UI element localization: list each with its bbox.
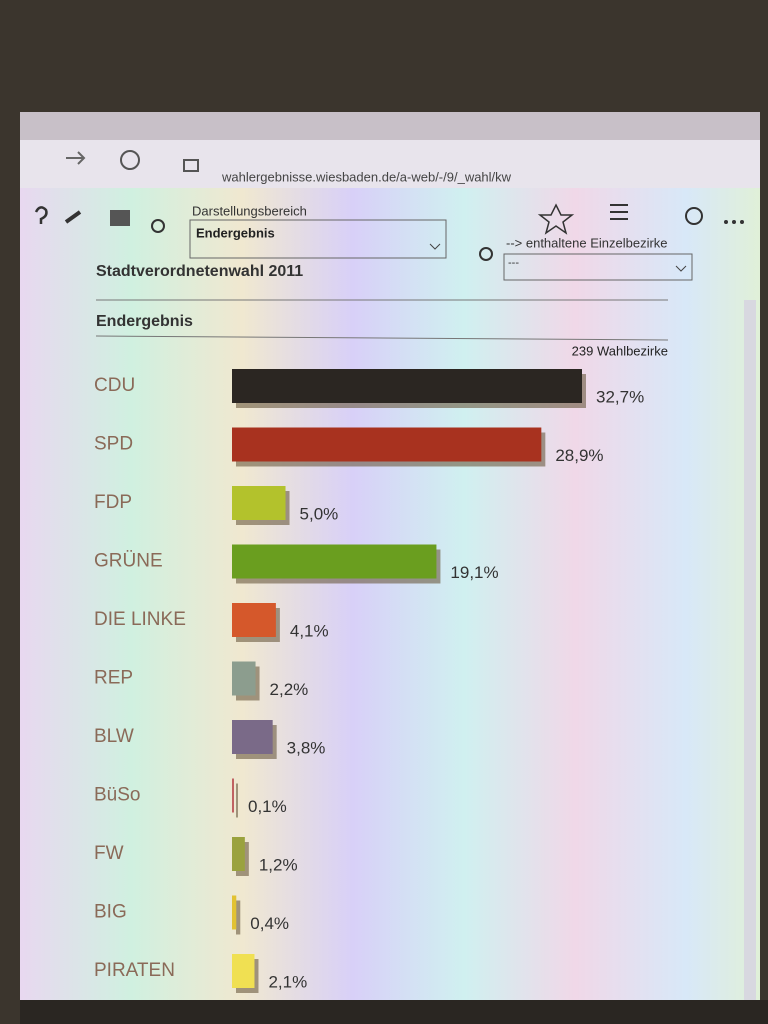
bar: [232, 544, 437, 579]
scrollbar[interactable]: [744, 300, 756, 1000]
tab-strip: [20, 112, 760, 140]
value-label: 1,2%: [259, 855, 298, 874]
bar-chart: CDU 32,7% SPD 28,9% FDP 5,0% GRÜNE 19,1% DIE LIN…: [94, 369, 644, 993]
value-label: 2,2%: [270, 680, 309, 699]
value-label: 3,8%: [287, 738, 326, 757]
forward-button[interactable]: [66, 151, 86, 165]
value-label: 32,7%: [596, 387, 644, 406]
category-label: BIG: [94, 902, 127, 923]
bar: [232, 427, 542, 462]
category-label: BLW: [94, 726, 134, 747]
category-label: CDU: [94, 375, 135, 396]
more-dot: [732, 220, 736, 224]
bar: [232, 369, 582, 403]
value-label: 19,1%: [450, 563, 498, 582]
bar: [232, 720, 273, 754]
bar: [232, 837, 245, 871]
category-label: PIRATEN: [94, 960, 175, 981]
url[interactable]: wahlergebnisse.wiesbaden.de/a-web/-/9/_w…: [221, 169, 512, 184]
search-button[interactable]: [479, 247, 493, 261]
value-label: 5,0%: [300, 504, 339, 523]
taskbar: [20, 1000, 768, 1024]
range-value: Endergebnis: [196, 225, 275, 240]
value-label: 4,1%: [290, 621, 329, 640]
range-label: Darstellungsbereich: [192, 203, 307, 218]
category-label: DIE LINKE: [94, 609, 186, 630]
select-arrow: [675, 265, 687, 272]
bar-shadow: [236, 783, 238, 818]
more-button[interactable]: [724, 220, 728, 224]
select-arrow: [429, 243, 441, 250]
districts-select[interactable]: [503, 253, 693, 281]
category-label: GRÜNE: [94, 551, 163, 572]
bar: [232, 954, 255, 988]
feedback-button[interactable]: [685, 207, 703, 225]
value-label: 2,1%: [268, 972, 307, 991]
help-button[interactable]: [34, 206, 48, 224]
districts-label: --> enthaltene Einzelbezirke: [506, 235, 668, 250]
more-dot: [740, 220, 744, 224]
category-label: SPD: [94, 434, 133, 455]
value-label: 0,4%: [250, 914, 289, 933]
districts-value: ---: [508, 257, 519, 269]
reload-page-button[interactable]: [151, 219, 165, 233]
district-count: 239 Wahlbezirke: [572, 343, 668, 358]
page-title: Stadtverordnetenwahl 2011: [96, 263, 303, 280]
bar: [232, 895, 237, 930]
refresh-button[interactable]: [120, 150, 140, 170]
address-bar: [20, 140, 760, 188]
settings-button[interactable]: [64, 210, 82, 224]
category-label: REP: [94, 668, 133, 689]
bar: [232, 778, 234, 813]
value-label: 28,9%: [555, 446, 603, 465]
category-label: BüSo: [94, 785, 140, 806]
category-label: FDP: [94, 492, 132, 513]
page-subtitle: Endergebnis: [96, 313, 193, 330]
bar: [232, 486, 286, 520]
bar-shadow: [236, 900, 241, 935]
divider: [95, 335, 669, 341]
print-button[interactable]: [110, 210, 130, 226]
lock-icon: [183, 159, 199, 172]
bar: [232, 603, 276, 637]
category-label: FW: [94, 843, 124, 864]
favorite-button[interactable]: [537, 203, 575, 235]
value-label: 0,1%: [248, 797, 287, 816]
hub-button[interactable]: [610, 204, 628, 220]
range-select[interactable]: [189, 219, 447, 259]
bar: [232, 661, 256, 696]
